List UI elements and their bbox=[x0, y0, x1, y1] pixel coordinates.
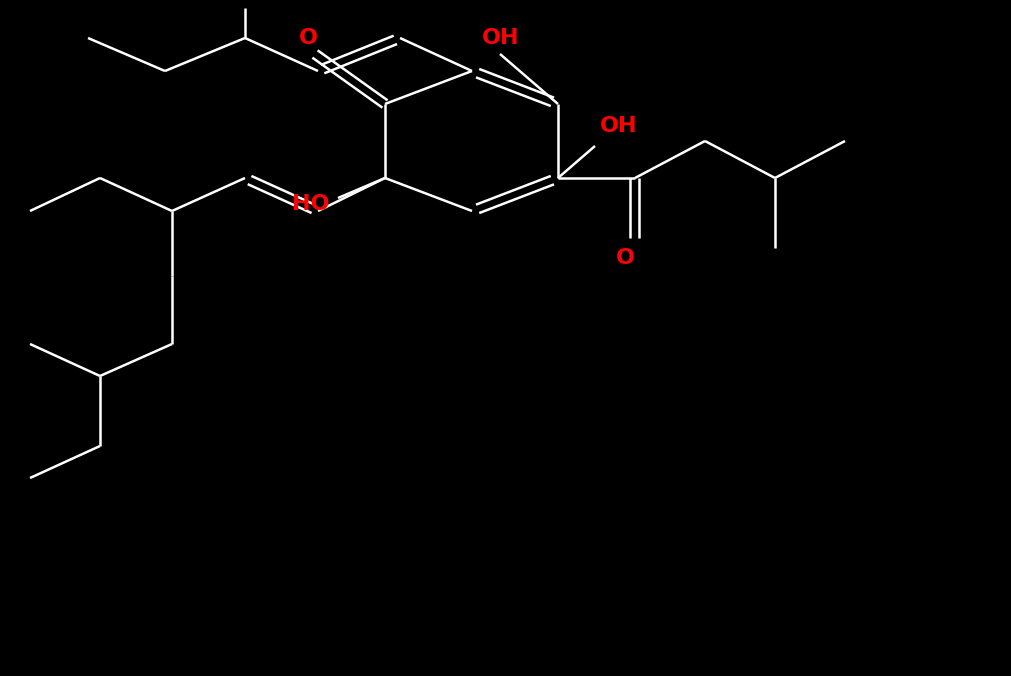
Text: O: O bbox=[298, 28, 317, 48]
Text: O: O bbox=[615, 248, 634, 268]
Text: OH: OH bbox=[600, 116, 637, 136]
Text: OH: OH bbox=[481, 28, 519, 48]
Text: HO: HO bbox=[292, 194, 330, 214]
